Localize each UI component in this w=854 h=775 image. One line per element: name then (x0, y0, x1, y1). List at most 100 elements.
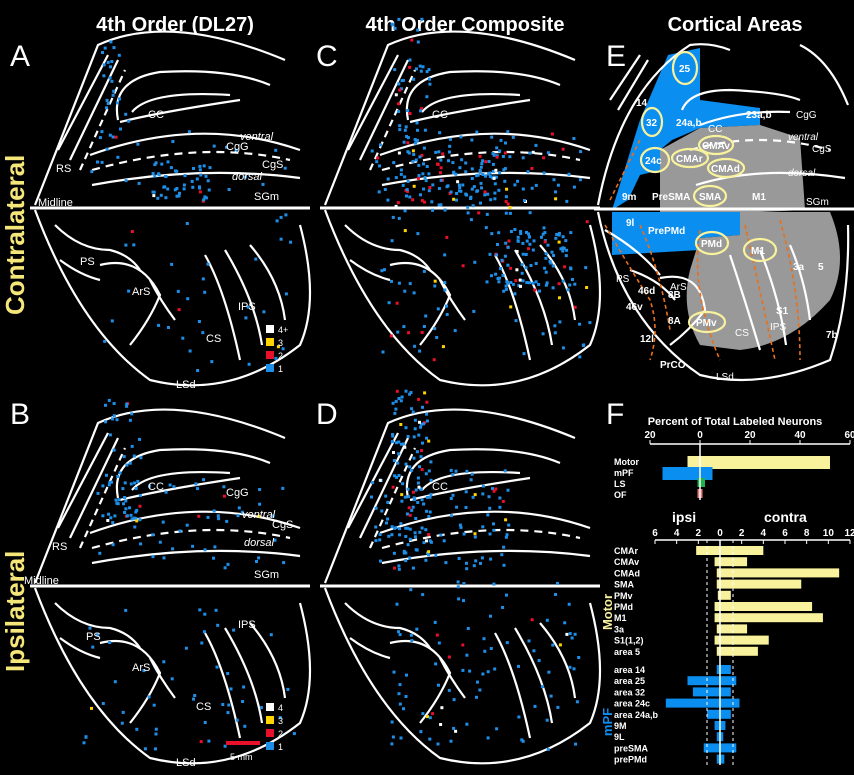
label-dot (398, 702, 402, 706)
label-dot (557, 282, 561, 286)
label-dot (111, 135, 115, 139)
label-dot (521, 279, 525, 283)
label-dot (497, 280, 501, 284)
label-dot (481, 173, 485, 176)
label-dot (462, 582, 466, 586)
cs-label: CS (196, 701, 211, 713)
label-dot (124, 112, 128, 116)
label-dot (488, 252, 492, 256)
label-dot (397, 216, 401, 220)
label-dot (406, 109, 410, 112)
label-dot (185, 523, 189, 527)
label-dot (440, 706, 444, 710)
label-dot (491, 152, 495, 155)
area-14: 14 (636, 98, 648, 109)
title-col2: 4th Order Composite (365, 14, 565, 36)
label-dot (428, 186, 432, 189)
label-dot (437, 683, 440, 687)
dorsal-label: dorsal (232, 171, 263, 183)
label-dot (261, 182, 265, 186)
label-dot (408, 556, 412, 560)
label-dot (217, 517, 221, 521)
label-dot (578, 322, 582, 326)
label-dot (212, 509, 216, 513)
label-dot (494, 487, 498, 491)
label-dot (194, 482, 198, 486)
label-dot (193, 694, 197, 697)
label-dot (437, 187, 441, 190)
chart-bottom-tick: 6 (782, 528, 788, 539)
label-dot (132, 454, 136, 458)
label-dot (481, 159, 485, 163)
chart-bottom-category: area 24a,b (614, 710, 659, 720)
area-32: 32 (646, 118, 658, 129)
label-dot (152, 194, 156, 198)
label-dot (417, 397, 421, 401)
label-dot (476, 680, 479, 684)
label-dot (152, 190, 156, 194)
label-dot (567, 172, 571, 176)
label-dot (449, 739, 453, 743)
label-dot (183, 174, 187, 178)
label-dot (206, 515, 210, 519)
label-dot (504, 535, 508, 539)
label-dot (188, 349, 192, 353)
label-dot (281, 347, 285, 351)
label-dot (455, 505, 459, 509)
label-dot (378, 538, 382, 542)
label-dot (392, 459, 396, 462)
chart-bottom-category: 9L (614, 732, 625, 742)
ars-label: ArS (132, 662, 150, 674)
label-dot (471, 495, 475, 499)
label-dot (121, 710, 125, 714)
label-dot (413, 531, 417, 535)
label-dot (135, 508, 139, 512)
label-dot (509, 266, 513, 270)
label-dot (108, 433, 112, 437)
label-dot (402, 442, 406, 446)
label-dot (519, 230, 523, 233)
label-dot (406, 435, 410, 438)
label-dot (425, 436, 428, 440)
label-dot (379, 559, 382, 563)
label-dot (489, 614, 492, 618)
label-dot (503, 151, 507, 155)
chart-bottom-category: M1 (614, 613, 627, 623)
area-24c: 24c (645, 156, 662, 167)
label-dot (404, 125, 408, 129)
legend-b-3: 3 (278, 716, 283, 726)
label-dot (394, 399, 398, 403)
legend-b-1: 1 (278, 742, 283, 752)
chart-top-category: LS (614, 479, 626, 489)
chart-bottom-bar (717, 590, 731, 600)
label-dot (431, 183, 435, 187)
label-dot (428, 510, 432, 514)
ventral-label: ventral (242, 509, 276, 521)
label-dot (466, 627, 470, 630)
label-dot (585, 286, 589, 289)
label-dot (561, 346, 565, 350)
label-dot (439, 158, 443, 162)
label-dot (472, 185, 476, 189)
label-dot (225, 145, 228, 149)
label-dot (473, 260, 477, 264)
label-dot (453, 329, 457, 333)
label-dot (449, 514, 453, 518)
label-dot (164, 196, 168, 200)
label-dot (275, 219, 279, 223)
title-col1: 4th Order (DL27) (96, 14, 254, 36)
chart-bottom-bar (716, 624, 748, 634)
label-dot (439, 171, 442, 175)
chart-bottom-tick: 2 (696, 528, 702, 539)
label-dot (531, 281, 535, 285)
label-dot (528, 151, 532, 155)
label-dot (501, 499, 505, 503)
label-dot (465, 653, 469, 657)
label-dot (409, 588, 413, 592)
label-dot (164, 490, 168, 494)
label-dot (133, 481, 137, 485)
cgg-label-e: CgG (796, 110, 817, 121)
label-dot (418, 530, 422, 534)
label-dot (118, 471, 122, 475)
label-dot (395, 441, 398, 445)
